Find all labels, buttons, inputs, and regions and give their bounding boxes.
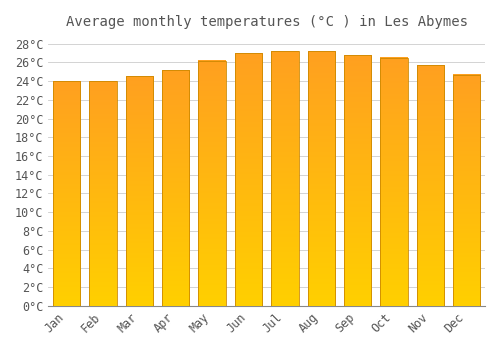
Bar bbox=[198, 61, 226, 306]
Title: Average monthly temperatures (°C ) in Les Abymes: Average monthly temperatures (°C ) in Le… bbox=[66, 15, 468, 29]
Bar bbox=[417, 65, 444, 306]
Bar bbox=[380, 58, 407, 306]
Bar bbox=[344, 55, 372, 306]
Bar bbox=[235, 53, 262, 306]
Bar bbox=[126, 76, 153, 306]
Bar bbox=[271, 51, 298, 306]
Bar bbox=[308, 51, 335, 306]
Bar bbox=[162, 70, 190, 306]
Bar bbox=[53, 81, 80, 306]
Bar bbox=[453, 75, 480, 306]
Bar bbox=[90, 81, 117, 306]
